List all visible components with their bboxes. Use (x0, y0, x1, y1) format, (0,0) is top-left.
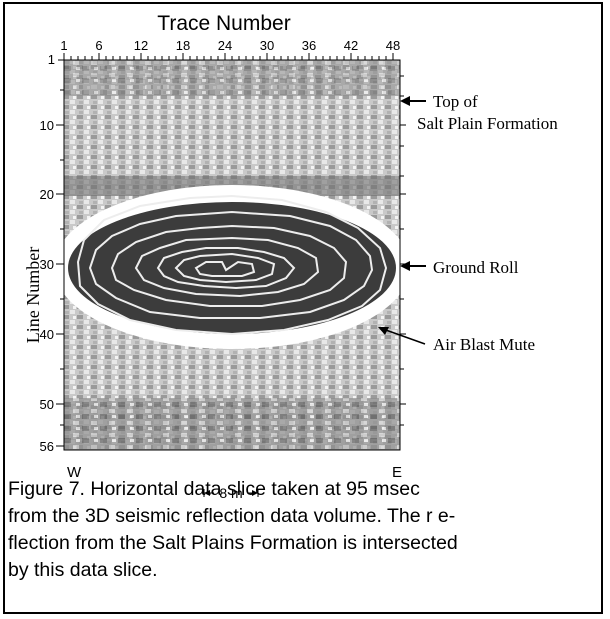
trace-tick-label: 36 (302, 38, 316, 53)
annotation-ground-roll: Ground Roll (400, 258, 519, 277)
trace-tick-label: 12 (134, 38, 148, 53)
trace-tick-label: 24 (218, 38, 232, 53)
ground-roll-zone (68, 202, 396, 334)
trace-tick-label: 1 (60, 38, 67, 53)
annotation-label: Ground Roll (433, 258, 519, 277)
trace-tick-label: 18 (176, 38, 190, 53)
top-axis-ticks (63, 53, 394, 60)
annotation-label: Air Blast Mute (433, 335, 535, 354)
line-tick-label: 56 (40, 439, 54, 454)
line-tick-label: 1 (48, 52, 55, 67)
line-tick-label: 30 (40, 257, 54, 272)
line-tick-label: 50 (40, 397, 54, 412)
line-tick-labels: 1 10 20 30 40 50 56 (40, 52, 55, 454)
annotation-label: Top of (433, 92, 478, 111)
annotation-top-of-formation: Top of Salt Plain Formation (400, 92, 558, 133)
trace-tick-label: 6 (95, 38, 102, 53)
caption-line: flection from the Salt Plains Formation … (8, 532, 458, 554)
lower-dark-band (64, 398, 400, 450)
top-noise-band (64, 60, 400, 96)
scale-bar: 8 m (203, 485, 259, 501)
caption-line: Figure 7. Horizontal data slice taken at… (8, 478, 420, 500)
trace-tick-label: 30 (260, 38, 274, 53)
line-tick-label: 40 (40, 327, 54, 342)
annotation-label: Salt Plain Formation (417, 114, 558, 133)
left-axis-title: Line Number (23, 247, 43, 343)
annotation-air-blast-mute: Air Blast Mute (378, 327, 535, 354)
line-tick-label: 20 (40, 187, 54, 202)
top-axis-title: Trace Number (157, 12, 290, 35)
caption-line: from the 3D seismic reflection data volu… (8, 505, 456, 527)
caption-line: by this data slice. (8, 559, 158, 581)
west-label: W (67, 464, 82, 481)
ground-roll-contours (76, 194, 388, 336)
scale-label: 8 m (219, 485, 242, 501)
trace-tick-labels: 1 6 12 18 24 30 36 42 48 (60, 38, 400, 53)
trace-tick-label: 48 (386, 38, 400, 53)
east-label: E (392, 464, 402, 481)
trace-tick-label: 42 (344, 38, 358, 53)
figure-caption: Figure 7. Horizontal data slice taken at… (8, 476, 596, 584)
line-tick-label: 10 (40, 118, 54, 133)
